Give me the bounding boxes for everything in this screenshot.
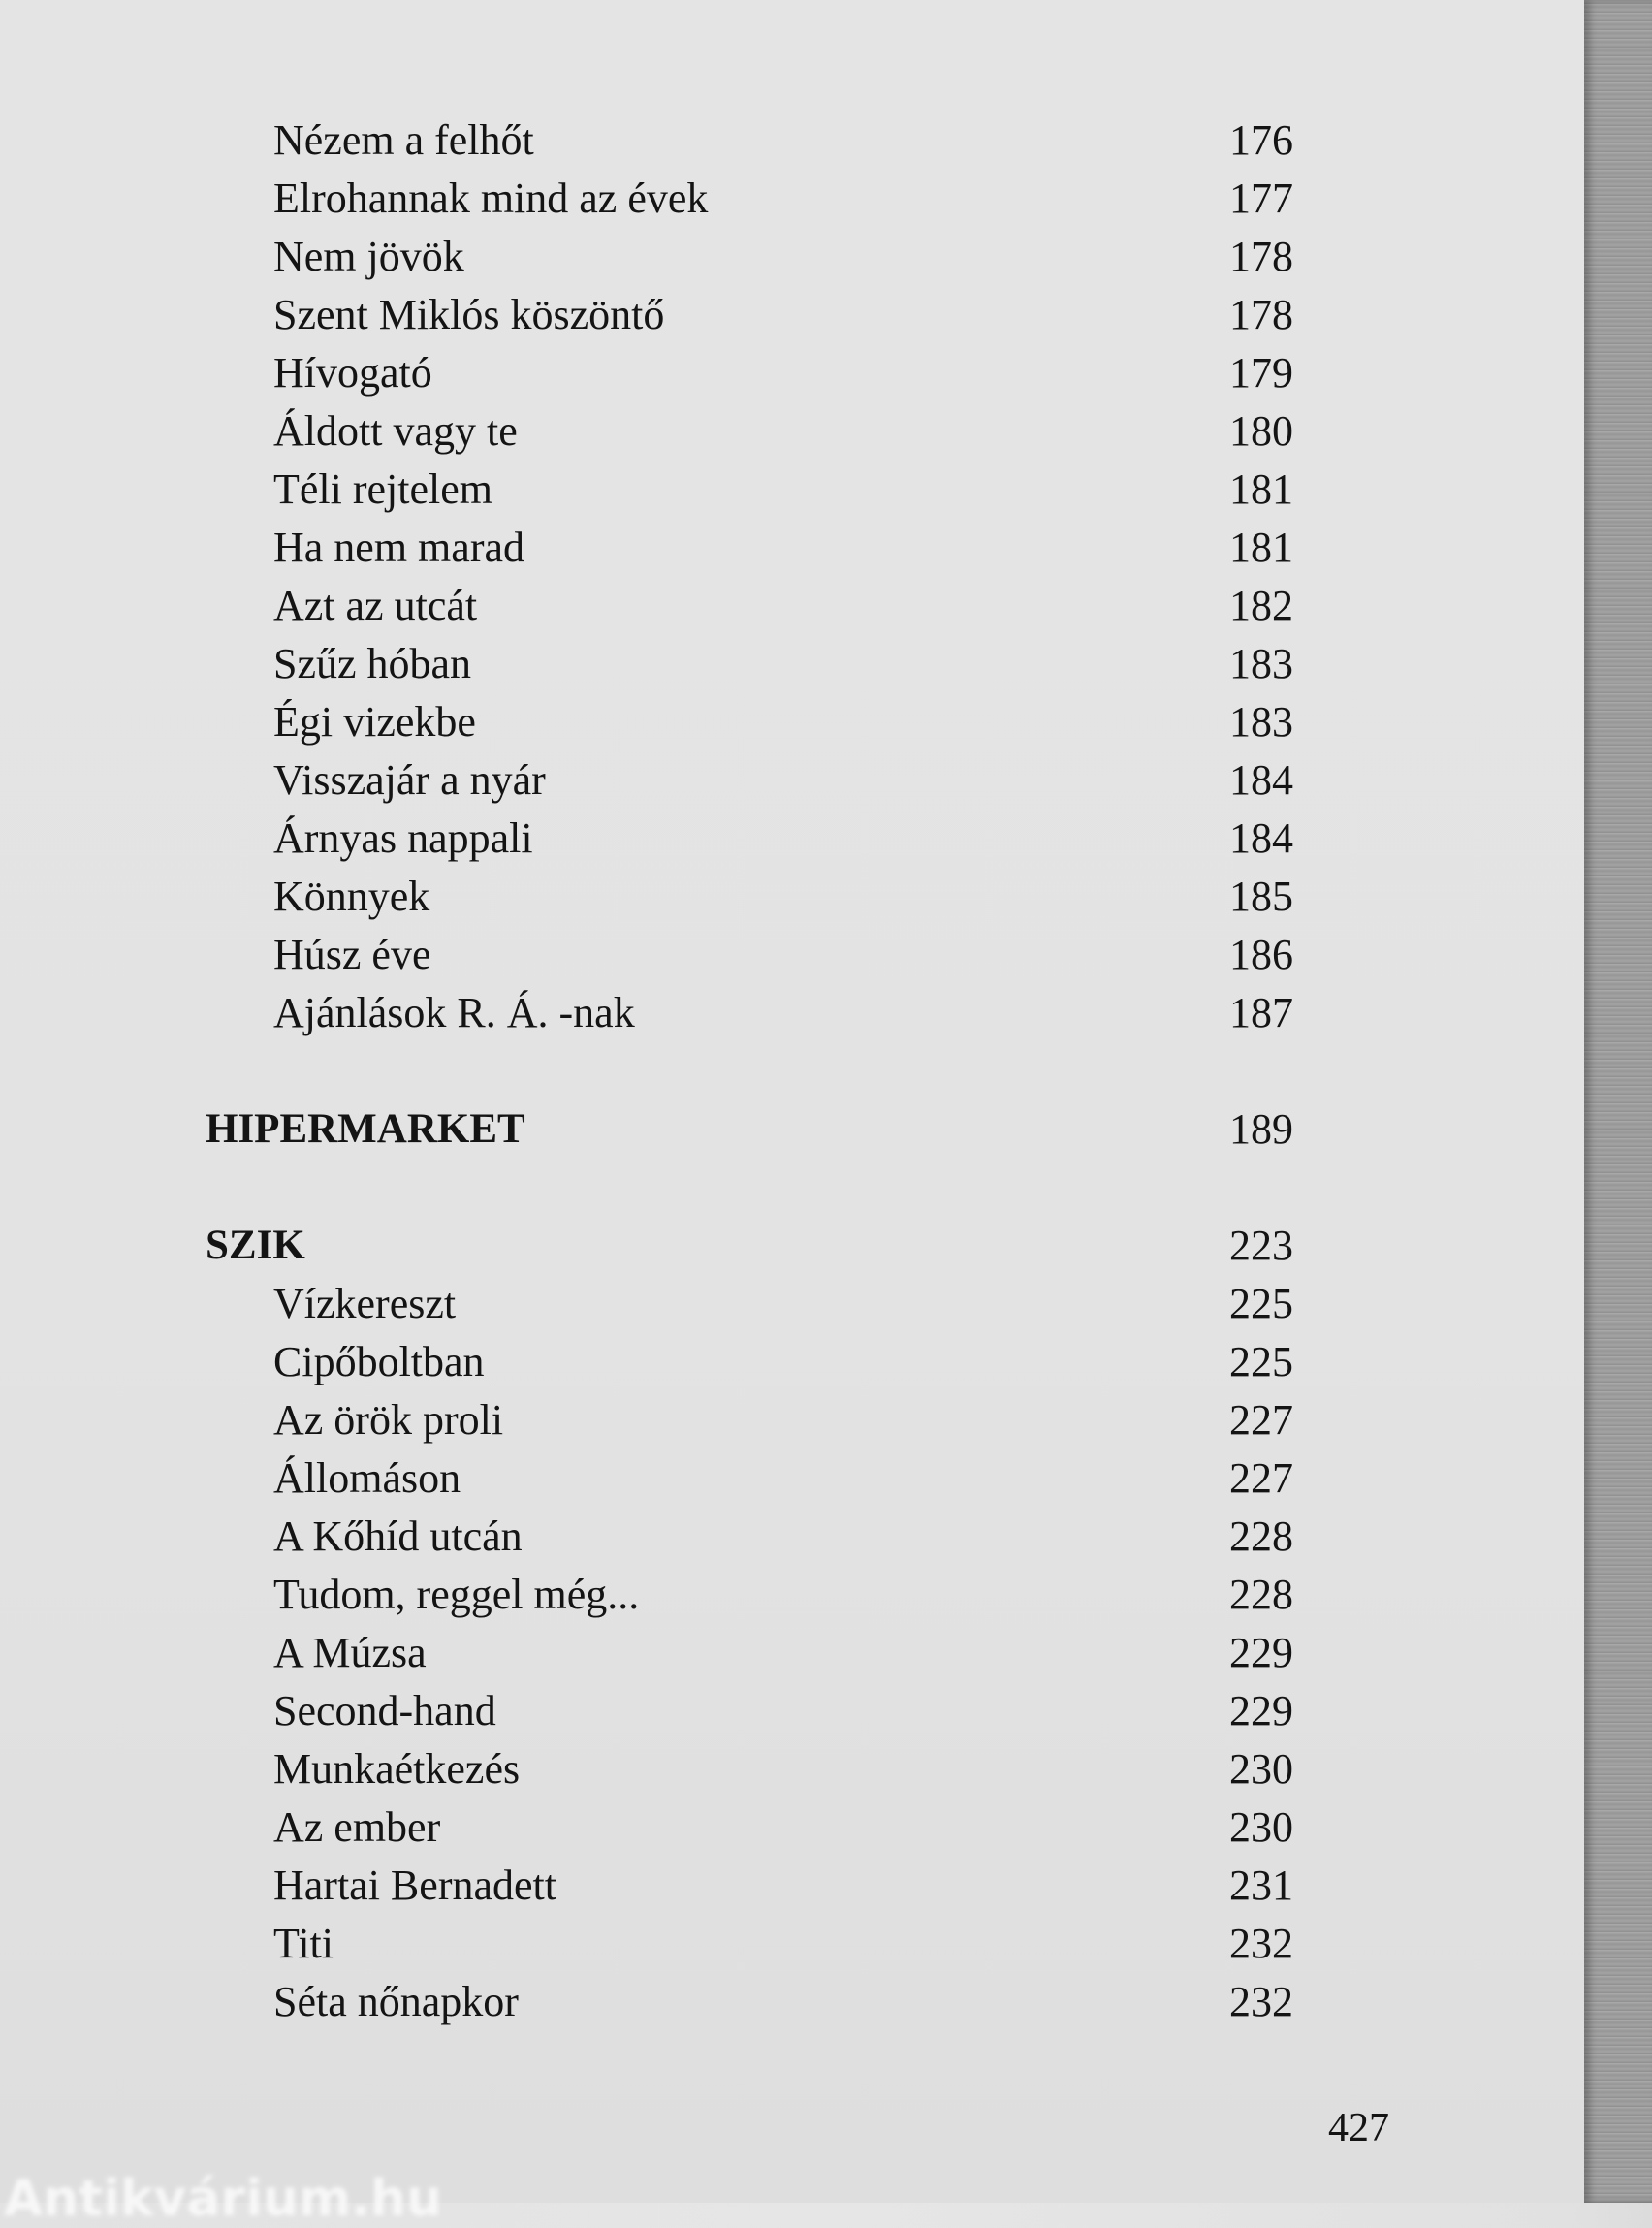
toc-title: Second-hand bbox=[273, 1687, 496, 1735]
toc-title: Cipőboltban bbox=[273, 1338, 485, 1385]
table-of-contents: Nézem a felhőt 176 Elrohannak mind az évek… bbox=[0, 111, 1584, 2031]
toc-page-number: 180 bbox=[1229, 407, 1293, 455]
book-page: Nézem a felhőt 176 Elrohannak mind az évek… bbox=[0, 0, 1584, 2203]
toc-entry: Az ember 230 bbox=[0, 1798, 1584, 1857]
toc-title: Ha nem marad bbox=[273, 524, 524, 571]
toc-entry: Ajánlások R. Á. -nak 187 bbox=[0, 984, 1584, 1042]
toc-entry: Munkaétkezés 230 bbox=[0, 1740, 1584, 1798]
toc-title: Titi bbox=[273, 1920, 334, 1967]
toc-page-number: 185 bbox=[1229, 873, 1293, 920]
toc-page-number: 228 bbox=[1229, 1512, 1293, 1560]
toc-page-number: 184 bbox=[1229, 756, 1293, 804]
toc-entry: Cipőboltban 225 bbox=[0, 1333, 1584, 1391]
toc-page-number: 227 bbox=[1229, 1454, 1293, 1502]
toc-page-number: 179 bbox=[1229, 349, 1293, 397]
toc-page-number: 187 bbox=[1229, 989, 1293, 1036]
toc-title: Állomáson bbox=[273, 1454, 461, 1502]
toc-page-number: 225 bbox=[1229, 1280, 1293, 1327]
toc-entry: Szűz hóban 183 bbox=[0, 635, 1584, 693]
toc-title: SZIK bbox=[206, 1223, 305, 1268]
toc-title: Tudom, reggel még... bbox=[273, 1571, 640, 1618]
toc-page-number: 232 bbox=[1229, 1920, 1293, 1967]
toc-page-number: 184 bbox=[1229, 814, 1293, 862]
toc-entry: Titi 232 bbox=[0, 1915, 1584, 1973]
toc-section: SZIK 223 bbox=[0, 1217, 1584, 1275]
toc-entry: Séta nőnapkor 232 bbox=[0, 1973, 1584, 2031]
toc-page-number: 178 bbox=[1229, 291, 1293, 338]
toc-entry: Könnyek 185 bbox=[0, 868, 1584, 926]
toc-page-number: 228 bbox=[1229, 1571, 1293, 1618]
toc-entry: Hívogató 179 bbox=[0, 344, 1584, 402]
toc-title: Hívogató bbox=[273, 349, 432, 397]
toc-page-number: 231 bbox=[1229, 1862, 1293, 1909]
toc-entry: Állomáson 227 bbox=[0, 1449, 1584, 1508]
toc-page-number: 181 bbox=[1229, 465, 1293, 513]
toc-page-number: 189 bbox=[1229, 1105, 1293, 1153]
toc-title: Húsz éve bbox=[273, 931, 431, 978]
toc-title: A Kőhíd utcán bbox=[273, 1512, 523, 1560]
toc-title: Az ember bbox=[273, 1803, 441, 1851]
toc-page-number: 181 bbox=[1229, 524, 1293, 571]
toc-entry: Árnyas nappali 184 bbox=[0, 810, 1584, 868]
toc-title: Árnyas nappali bbox=[273, 814, 533, 862]
toc-page-number: 178 bbox=[1229, 233, 1293, 280]
toc-entry: Áldott vagy te 180 bbox=[0, 402, 1584, 461]
toc-page-number: 232 bbox=[1229, 1978, 1293, 2025]
toc-page-number: 227 bbox=[1229, 1396, 1293, 1444]
toc-title: Téli rejtelem bbox=[273, 465, 492, 513]
toc-entry: Elrohannak mind az évek 177 bbox=[0, 170, 1584, 228]
toc-page-number: 176 bbox=[1229, 116, 1293, 164]
toc-entry: Nézem a felhőt 176 bbox=[0, 111, 1584, 170]
toc-title: Visszajár a nyár bbox=[273, 756, 546, 804]
toc-title: HIPERMARKET bbox=[206, 1106, 525, 1152]
toc-entry: Tudom, reggel még... 228 bbox=[0, 1566, 1584, 1624]
toc-title: Könnyek bbox=[273, 873, 430, 920]
toc-entry: Vízkereszt 225 bbox=[0, 1275, 1584, 1333]
toc-page-number: 230 bbox=[1229, 1745, 1293, 1793]
toc-entry: A Múzsa 229 bbox=[0, 1624, 1584, 1682]
toc-title: Szent Miklós köszöntő bbox=[273, 291, 665, 338]
toc-title: A Múzsa bbox=[273, 1629, 427, 1676]
toc-entry: Húsz éve 186 bbox=[0, 926, 1584, 984]
toc-title: Szűz hóban bbox=[273, 640, 472, 687]
toc-entry: Téli rejtelem 181 bbox=[0, 461, 1584, 519]
toc-title: Áldott vagy te bbox=[273, 407, 518, 455]
toc-entry: Hartai Bernadett 231 bbox=[0, 1857, 1584, 1915]
toc-section: HIPERMARKET 189 bbox=[0, 1100, 1584, 1159]
toc-title: Nézem a felhőt bbox=[273, 116, 534, 164]
toc-page-number: 229 bbox=[1229, 1687, 1293, 1735]
toc-entry: Azt az utcát 182 bbox=[0, 577, 1584, 635]
toc-title: Azt az utcát bbox=[273, 582, 478, 629]
toc-title: Ajánlások R. Á. -nak bbox=[273, 989, 635, 1036]
page-edge bbox=[1584, 0, 1652, 2203]
toc-entry: Égi vizekbe 183 bbox=[0, 693, 1584, 751]
page-number: 427 bbox=[1328, 2106, 1389, 2150]
toc-entry: Szent Miklós köszöntő 178 bbox=[0, 286, 1584, 344]
toc-title: Hartai Bernadett bbox=[273, 1862, 556, 1909]
toc-page-number: 182 bbox=[1229, 582, 1293, 629]
toc-entry: Second-hand 229 bbox=[0, 1682, 1584, 1740]
toc-title: Az örök proli bbox=[273, 1396, 504, 1444]
toc-title: Égi vizekbe bbox=[273, 698, 476, 746]
watermark-logo: Antikvárium.hu bbox=[4, 2170, 442, 2228]
toc-page-number: 223 bbox=[1229, 1222, 1293, 1269]
toc-entry: Visszajár a nyár 184 bbox=[0, 751, 1584, 810]
toc-page-number: 229 bbox=[1229, 1629, 1293, 1676]
toc-title: Vízkereszt bbox=[273, 1280, 457, 1327]
toc-entry: Az örök proli 227 bbox=[0, 1391, 1584, 1449]
toc-page-number: 186 bbox=[1229, 931, 1293, 978]
toc-page-number: 183 bbox=[1229, 698, 1293, 746]
toc-page-number: 183 bbox=[1229, 640, 1293, 687]
toc-entry: Nem jövök 178 bbox=[0, 228, 1584, 286]
toc-title: Séta nőnapkor bbox=[273, 1978, 519, 2025]
toc-entry: A Kőhíd utcán 228 bbox=[0, 1508, 1584, 1566]
toc-entry: Ha nem marad 181 bbox=[0, 519, 1584, 577]
toc-title: Nem jövök bbox=[273, 233, 464, 280]
toc-title: Elrohannak mind az évek bbox=[273, 175, 709, 222]
toc-page-number: 225 bbox=[1229, 1338, 1293, 1385]
toc-page-number: 230 bbox=[1229, 1803, 1293, 1851]
toc-page-number: 177 bbox=[1229, 175, 1293, 222]
toc-title: Munkaétkezés bbox=[273, 1745, 521, 1793]
